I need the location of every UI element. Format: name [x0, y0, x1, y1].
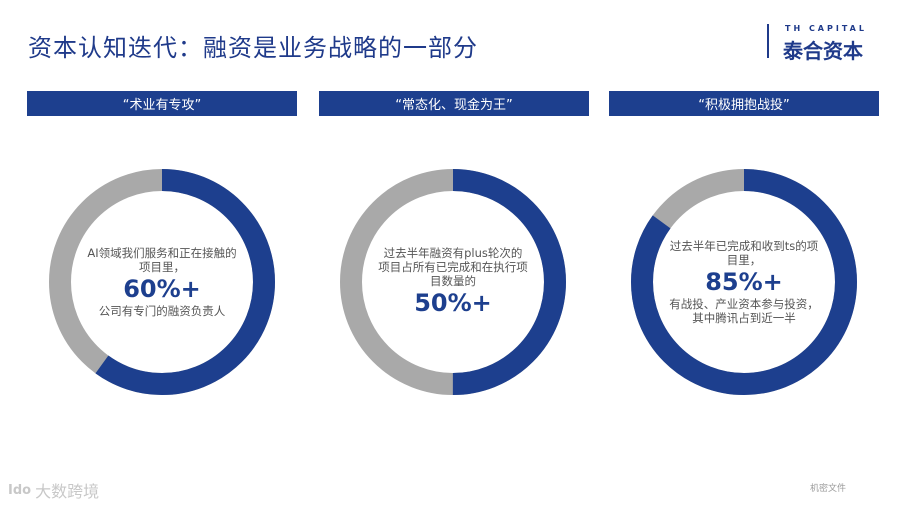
page-title: 资本认知迭代：融资是业务战略的一部分 — [28, 34, 478, 62]
stat-text-after: 有战投、产业资本参与投资，其中腾讯占到近一半 — [669, 297, 819, 325]
watermark-text: 大数跨境 — [35, 482, 100, 501]
banner-3: “积极拥抱战投” — [609, 91, 879, 116]
stat-text-before: 过去半年已完成和收到ts的项目里， — [669, 239, 819, 267]
company-logo: TH CAPITAL 泰合资本 — [767, 22, 877, 63]
watermark-logo: Ido — [8, 482, 32, 498]
logo-cn: 泰合资本 — [783, 39, 863, 63]
ring-chart-3: 过去半年已完成和收到ts的项目里， 85%+ 有战投、产业资本参与投资，其中腾讯… — [629, 167, 859, 397]
ring-chart-1: AI领域我们服务和正在接触的项目里， 60%+ 公司有专门的融资负责人 — [47, 167, 277, 397]
ring-progress — [631, 169, 857, 395]
confidential-label: 机密文件 — [810, 484, 847, 494]
logo-en: TH CAPITAL — [785, 24, 867, 33]
ring-progress — [340, 169, 566, 395]
ring-svg — [49, 169, 275, 395]
ring-progress — [49, 169, 275, 395]
watermark: Ido 大数跨境 — [8, 478, 99, 502]
stat-text-before: 过去半年融资有plus轮次的项目占所有已完成和在执行项目数量的 — [378, 246, 528, 288]
ring-center-text: 过去半年已完成和收到ts的项目里， 85%+ 有战投、产业资本参与投资，其中腾讯… — [669, 207, 819, 357]
stat-percent: 60%+ — [123, 275, 201, 303]
banner-1: “术业有专攻” — [27, 91, 297, 116]
logo-divider — [767, 24, 769, 58]
stat-text-after: 公司有专门的融资负责人 — [98, 304, 226, 318]
ring-center-text: AI领域我们服务和正在接触的项目里， 60%+ 公司有专门的融资负责人 — [87, 207, 237, 357]
ring-center-text: 过去半年融资有plus轮次的项目占所有已完成和在执行项目数量的 50%+ — [378, 207, 528, 357]
stat-percent: 85%+ — [705, 268, 783, 296]
banner-2: “常态化、现金为王” — [319, 91, 589, 116]
ring-chart-2: 过去半年融资有plus轮次的项目占所有已完成和在执行项目数量的 50%+ — [338, 167, 568, 397]
stat-text-before: AI领域我们服务和正在接触的项目里， — [87, 246, 237, 274]
stat-percent: 50%+ — [414, 289, 492, 317]
ring-svg — [631, 169, 857, 395]
ring-svg — [340, 169, 566, 395]
